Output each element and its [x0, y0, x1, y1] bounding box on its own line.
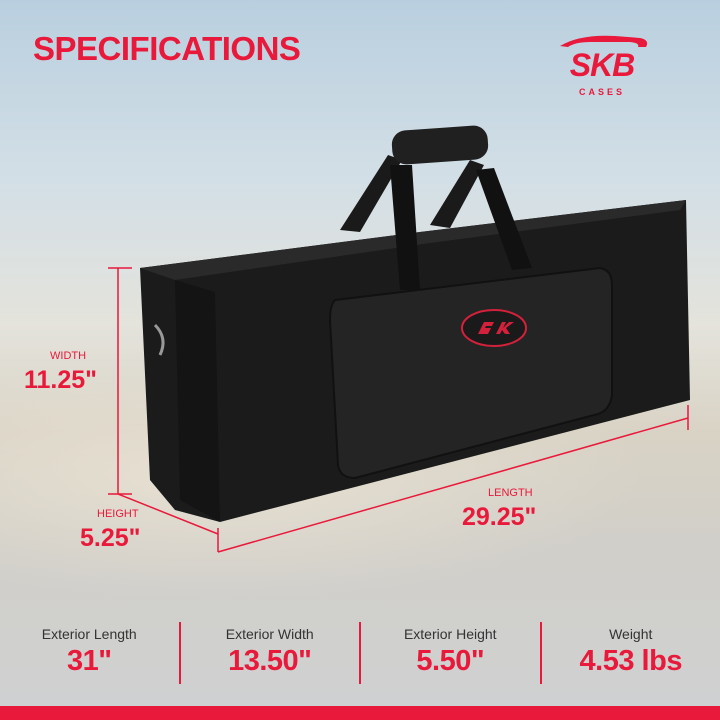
svg-text:SKB: SKB — [570, 47, 635, 83]
svg-text:CASES: CASES — [579, 87, 625, 97]
keyboard-bag — [140, 125, 690, 522]
spec-label: Exterior Width — [225, 626, 314, 642]
spec-value: 4.53 lbs — [579, 645, 683, 677]
spec-exterior-width: Exterior Width 13.50" — [181, 618, 360, 698]
divider — [359, 622, 361, 684]
footer-bar — [0, 706, 720, 720]
spec-value: 5.50" — [416, 645, 485, 677]
divider — [178, 622, 181, 684]
spec-label: Exterior Length — [41, 626, 137, 642]
spec-row: Exterior Length 31" Exterior Width 13.50" … — [0, 618, 720, 698]
bag-logo-mark — [478, 322, 514, 334]
spec-exterior-length: Exterior Length 31" — [0, 618, 179, 698]
spec-value: 13.50" — [228, 645, 312, 677]
skb-logo: SKB CASES — [560, 35, 648, 97]
spec-value: 31" — [66, 645, 112, 677]
dimension-lines — [108, 267, 689, 553]
spec-weight: Weight 4.53 lbs — [542, 618, 720, 698]
divider — [539, 622, 542, 684]
width-value: 11.25" — [24, 366, 98, 394]
width-label: WIDTH — [50, 350, 87, 362]
page-title: SPECIFICATIONS — [33, 30, 301, 67]
spec-label: Exterior Height — [403, 626, 497, 642]
height-label: HEIGHT — [97, 508, 139, 520]
height-value: 5.25" — [80, 524, 141, 552]
spec-exterior-height: Exterior Height 5.50" — [361, 618, 540, 698]
length-value: 29.25" — [462, 503, 537, 531]
length-label: LENGTH — [488, 487, 533, 499]
spec-label: Weight — [609, 626, 653, 642]
